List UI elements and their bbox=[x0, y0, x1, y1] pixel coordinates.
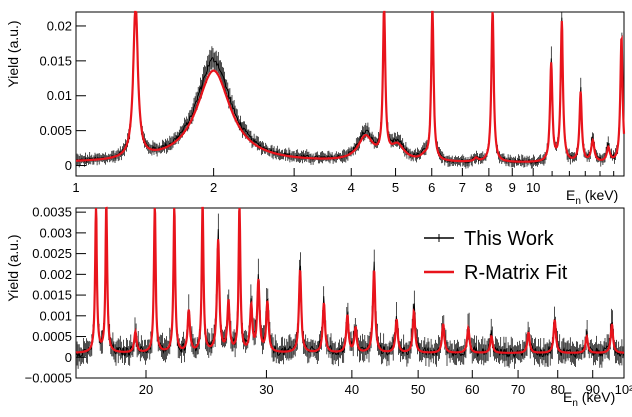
bottom-y-axis-title: Yield (a.u.) bbox=[5, 234, 21, 301]
top-x-tick-label: 2 bbox=[210, 180, 217, 195]
top-x-tick-label: 1 bbox=[72, 180, 79, 195]
top-x-tick-label: 8 bbox=[485, 180, 492, 195]
top-y-tick-label: 0.02 bbox=[47, 18, 72, 33]
top-plot-area bbox=[75, 10, 626, 169]
bottom-x-axis-title: En (keV) bbox=[563, 389, 615, 409]
top-y-tick-label: 0.015 bbox=[39, 53, 72, 68]
top-x-tick-label: 7 bbox=[459, 180, 466, 195]
bottom-y-tick-label: −0.0005 bbox=[25, 371, 72, 386]
bottom-y-tick-label: 0.0025 bbox=[32, 246, 72, 261]
bottom-y-tick-label: 0 bbox=[65, 350, 72, 365]
bottom-x-tick-label: 60 bbox=[465, 382, 479, 397]
bottom-x-tick-label: 50 bbox=[411, 382, 425, 397]
bottom-axes: 20 30 40 50 60 70 80 90 10² −0.0005 0 0.0005 0.001 0.… bbox=[25, 205, 632, 397]
bottom-y-tick-label: 0.001 bbox=[39, 308, 72, 323]
bottom-x-tick-label: 10² bbox=[615, 382, 632, 397]
bottom-y-tick-label: 0.002 bbox=[39, 267, 72, 282]
top-panel: 1 2 3 4 5 6 7 8 9 10 0 0.005 0.01 0.015 0.02 Yield (a.… bbox=[5, 10, 626, 207]
top-x-tick-label: 3 bbox=[291, 180, 298, 195]
bottom-x-tick-label: 80 bbox=[550, 382, 564, 397]
legend-r-matrix-label: R-Matrix Fit bbox=[464, 262, 568, 284]
legend-entry-this-work: This Work bbox=[424, 228, 555, 250]
bottom-x-tick-label: 90 bbox=[585, 382, 599, 397]
top-x-tick-label: 9 bbox=[509, 180, 516, 195]
top-fit-series bbox=[76, 10, 626, 163]
bottom-x-tick-label: 20 bbox=[139, 382, 153, 397]
top-x-axis-title: En (keV) bbox=[566, 187, 618, 207]
bottom-y-tick-label: 0.0015 bbox=[32, 288, 72, 303]
top-x-tick-label: 5 bbox=[392, 180, 399, 195]
bottom-x-tick-label: 70 bbox=[511, 382, 525, 397]
bottom-x-tick-label: 30 bbox=[259, 382, 273, 397]
legend-entry-r-matrix-fit: R-Matrix Fit bbox=[424, 262, 568, 284]
legend: This Work R-Matrix Fit bbox=[424, 228, 568, 284]
top-y-tick-label: 0 bbox=[65, 158, 72, 173]
top-y-axis-title: Yield (a.u.) bbox=[5, 20, 21, 87]
bottom-x-tick-label: 40 bbox=[345, 382, 359, 397]
bottom-y-tick-label: 0.003 bbox=[39, 225, 72, 240]
top-y-tick-label: 0.01 bbox=[47, 88, 72, 103]
legend-this-work-label: This Work bbox=[464, 228, 555, 250]
top-data-series bbox=[76, 11, 625, 165]
bottom-y-tick-label: 0.0035 bbox=[32, 205, 72, 220]
bottom-plot-frame bbox=[75, 207, 625, 379]
top-x-tick-label: 10 bbox=[526, 180, 540, 195]
top-x-tick-label: 6 bbox=[428, 180, 435, 195]
top-axes: 1 2 3 4 5 6 7 8 9 10 0 0.005 0.01 0.015 0.02 bbox=[39, 18, 615, 195]
bottom-plot-area bbox=[75, 206, 625, 369]
top-plot-frame bbox=[75, 11, 625, 177]
bottom-fit-series bbox=[75, 206, 624, 354]
top-x-tick-label: 4 bbox=[348, 180, 355, 195]
top-y-tick-label: 0.005 bbox=[39, 123, 72, 138]
bottom-y-tick-label: 0.0005 bbox=[32, 329, 72, 344]
bottom-panel: 20 30 40 50 60 70 80 90 10² −0.0005 0 0.0005 0.001 0.… bbox=[5, 205, 632, 409]
